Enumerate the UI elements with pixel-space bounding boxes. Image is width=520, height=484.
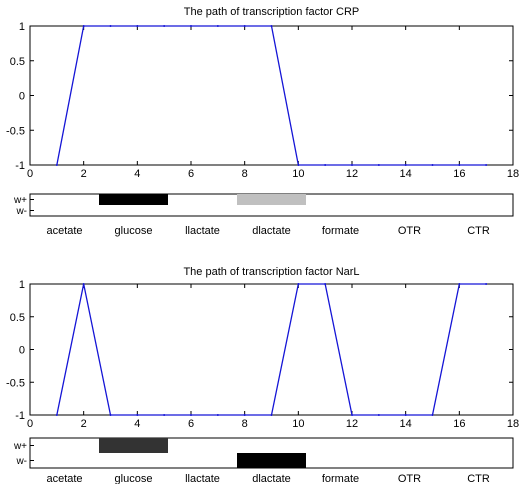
data-point bbox=[55, 414, 58, 416]
indicator-category-label: glucose bbox=[115, 225, 153, 237]
data-point bbox=[324, 164, 327, 166]
data-point bbox=[243, 25, 246, 27]
data-point bbox=[377, 414, 380, 416]
x-tick-label: 12 bbox=[346, 418, 358, 430]
indicator-bar bbox=[237, 453, 306, 468]
x-tick-label: 8 bbox=[242, 168, 248, 180]
chart-title: The path of transcription factor NarL bbox=[183, 266, 359, 278]
indicator-category-label: CTR bbox=[467, 473, 490, 484]
data-point bbox=[431, 414, 434, 416]
y-tick-label: 0 bbox=[19, 91, 25, 103]
indicator-category-label: OTR bbox=[398, 473, 421, 484]
data-point bbox=[458, 283, 461, 285]
x-tick-label: 0 bbox=[27, 168, 33, 180]
data-point bbox=[404, 164, 407, 166]
data-point bbox=[163, 414, 166, 416]
chart-panel-1: The path of transcription factor CRP 0 2 4 6… bbox=[6, 6, 519, 237]
y-tick-label: -0.5 bbox=[6, 125, 25, 137]
x-tick-label: 6 bbox=[188, 168, 194, 180]
data-point bbox=[431, 164, 434, 166]
data-point bbox=[297, 283, 300, 285]
indicator-category-label: formate bbox=[322, 225, 359, 237]
indicator-category-label: llactate bbox=[185, 473, 220, 484]
y-tick-label: 0.5 bbox=[10, 56, 25, 68]
series-line bbox=[56, 283, 487, 416]
x-tick-label: 4 bbox=[134, 418, 140, 430]
data-point bbox=[458, 164, 461, 166]
y-tick-label: 1 bbox=[19, 279, 25, 291]
indicator-bar bbox=[99, 438, 168, 453]
indicator-level-label: w+ bbox=[13, 195, 27, 206]
indicator-category-label: acetate bbox=[46, 473, 82, 484]
indicator-level-label: w- bbox=[15, 206, 27, 217]
data-point bbox=[404, 414, 407, 416]
x-tick-label: 8 bbox=[242, 418, 248, 430]
y-tick-label: 0.5 bbox=[10, 312, 25, 324]
data-point bbox=[324, 283, 327, 285]
plot-frame bbox=[29, 25, 514, 166]
data-point bbox=[351, 164, 353, 166]
data-point bbox=[82, 283, 85, 285]
data-point bbox=[82, 25, 85, 27]
y-tick-label: 1 bbox=[19, 21, 25, 33]
x-tick-label: 18 bbox=[507, 168, 519, 180]
indicator-category-label: dlactate bbox=[252, 225, 291, 237]
x-tick-label: 16 bbox=[453, 418, 465, 430]
data-point bbox=[270, 25, 273, 27]
y-tick-label: 0 bbox=[19, 345, 25, 357]
indicator-level-label: w+ bbox=[13, 441, 27, 452]
data-point bbox=[351, 414, 353, 416]
x-tick-label: 12 bbox=[346, 168, 358, 180]
indicator-category-label: formate bbox=[322, 473, 359, 484]
x-tick-label: 18 bbox=[507, 418, 519, 430]
chart-title: The path of transcription factor CRP bbox=[184, 6, 359, 18]
plot-frame bbox=[29, 283, 514, 416]
indicator-category-label: glucose bbox=[115, 473, 153, 484]
data-point bbox=[216, 25, 219, 27]
indicator-level-label: w- bbox=[15, 456, 27, 467]
data-point bbox=[163, 25, 166, 27]
x-tick-label: 2 bbox=[81, 418, 87, 430]
chart-panel-2: The path of transcription factor NarL 0 2 4… bbox=[6, 266, 519, 484]
data-point bbox=[136, 414, 139, 416]
x-tick-label: 10 bbox=[292, 418, 304, 430]
x-tick-label: 14 bbox=[400, 418, 412, 430]
data-point bbox=[485, 164, 488, 166]
data-point bbox=[190, 25, 192, 27]
data-point bbox=[297, 164, 300, 166]
data-point bbox=[216, 414, 219, 416]
indicator-category-label: dlactate bbox=[252, 473, 291, 484]
y-tick-label: -1 bbox=[15, 410, 25, 422]
data-point bbox=[55, 164, 58, 166]
data-point bbox=[243, 414, 246, 416]
data-point bbox=[270, 414, 273, 416]
indicator-bar bbox=[99, 194, 168, 205]
indicator-category-label: CTR bbox=[467, 225, 490, 237]
y-tick-label: -1 bbox=[15, 160, 25, 172]
data-point bbox=[109, 414, 112, 416]
x-tick-label: 6 bbox=[188, 418, 194, 430]
indicator-category-label: acetate bbox=[46, 225, 82, 237]
data-point bbox=[190, 414, 192, 416]
indicator-bar bbox=[237, 194, 306, 205]
indicator-category-label: OTR bbox=[398, 225, 421, 237]
x-tick-label: 14 bbox=[400, 168, 412, 180]
x-tick-label: 0 bbox=[27, 418, 33, 430]
x-tick-label: 16 bbox=[453, 168, 465, 180]
data-point bbox=[377, 164, 380, 166]
data-point bbox=[485, 283, 488, 285]
series-line bbox=[56, 25, 487, 166]
data-point bbox=[136, 25, 139, 27]
x-tick-label: 2 bbox=[81, 168, 87, 180]
y-tick-label: -0.5 bbox=[6, 377, 25, 389]
data-point bbox=[109, 25, 112, 27]
x-tick-label: 10 bbox=[292, 168, 304, 180]
indicator-category-label: llactate bbox=[185, 225, 220, 237]
x-tick-label: 4 bbox=[134, 168, 140, 180]
